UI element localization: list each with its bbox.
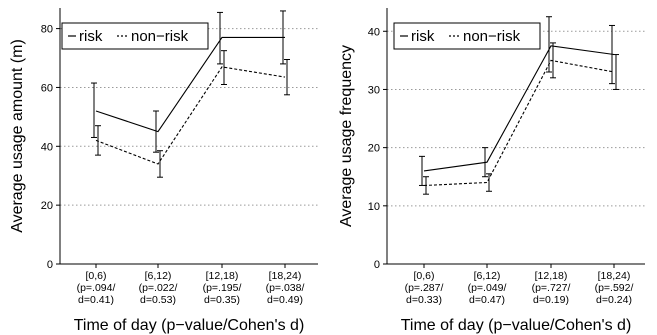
x-category-label: d=0.24) bbox=[596, 294, 632, 306]
y-tick-label: 0 bbox=[47, 259, 53, 271]
x-category-label: [18,24) bbox=[269, 270, 302, 282]
x-category-label: [12,18) bbox=[206, 270, 239, 282]
y-tick-label: 30 bbox=[368, 84, 380, 96]
legend-box bbox=[393, 22, 541, 50]
x-category-label: (p=.727/ bbox=[532, 282, 571, 294]
y-tick-label: 40 bbox=[41, 141, 53, 153]
x-category-label: [12,18) bbox=[535, 270, 568, 282]
x-axis-title: Time of day (p−value/Cohen's d) bbox=[74, 317, 305, 334]
legend-label-non-risk: non−risk bbox=[131, 28, 189, 45]
y-tick-label: 20 bbox=[368, 143, 380, 155]
x-category-label: [0,6) bbox=[85, 270, 106, 282]
series-line-risk bbox=[95, 36, 285, 133]
y-tick-label: 0 bbox=[374, 259, 380, 271]
y-tick-label: 20 bbox=[41, 200, 53, 212]
x-category-label: (p=.094/ bbox=[77, 282, 116, 294]
x-category-label: (p=.038/ bbox=[266, 282, 305, 294]
x-category-label: (p=.049/ bbox=[468, 282, 507, 294]
y-tick-label: 60 bbox=[41, 82, 53, 94]
x-category-label: [18,24) bbox=[598, 270, 631, 282]
series-line-non-risk bbox=[95, 66, 286, 165]
x-axis-title: Time of day (p−value/Cohen's d) bbox=[401, 317, 632, 334]
x-category-label: d=0.47) bbox=[469, 294, 505, 306]
chart-panel-2: 0 10 20 30 40 [0,6)(p=.287/d=0.33) [6,12)(p=.0… bbox=[338, 8, 645, 334]
x-category-label: [6,12) bbox=[145, 270, 172, 282]
legend-label-non-risk: non−risk bbox=[463, 28, 521, 45]
chart-panel-1: 020406080[0,6)(p=.094/d=0.41)[6,12)(p=.0… bbox=[9, 8, 318, 334]
x-category-label: d=0.35) bbox=[204, 294, 240, 306]
y-axis-title: Average usage amount (m) bbox=[9, 39, 26, 233]
y-axis-title: Average usage frequency bbox=[338, 45, 355, 227]
series-line-non-risk bbox=[423, 59, 615, 187]
x-category-label: d=0.41) bbox=[78, 294, 114, 306]
legend: risk non−risk bbox=[61, 22, 209, 50]
series-line-risk bbox=[423, 45, 615, 172]
legend-label-risk: risk bbox=[79, 28, 103, 45]
x-category-label: d=0.49) bbox=[267, 294, 303, 306]
y-tick-label: 80 bbox=[41, 24, 53, 36]
x-category-label: (p=.022/ bbox=[139, 282, 178, 294]
y-tick-label: 40 bbox=[368, 26, 380, 38]
x-category-label: d=0.19) bbox=[533, 294, 569, 306]
x-category-label: d=0.53) bbox=[140, 294, 176, 306]
x-category-label: (p=.592/ bbox=[595, 282, 634, 294]
legend: risk non−risk bbox=[393, 22, 541, 50]
legend-label-risk: risk bbox=[411, 28, 435, 45]
x-category-label: [0,6) bbox=[413, 270, 434, 282]
x-category-label: d=0.33) bbox=[406, 294, 442, 306]
x-category-label: (p=.287/ bbox=[405, 282, 444, 294]
x-category-label: (p=.195/ bbox=[203, 282, 242, 294]
legend-box bbox=[61, 22, 209, 50]
x-category-label: [6,12) bbox=[474, 270, 501, 282]
y-tick-label: 10 bbox=[368, 201, 380, 213]
